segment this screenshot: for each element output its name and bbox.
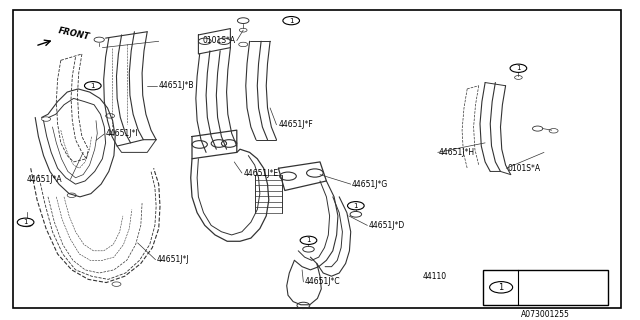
Text: 44651J*G: 44651J*G xyxy=(352,180,388,188)
Text: 1: 1 xyxy=(516,65,521,71)
Text: 44651J*A: 44651J*A xyxy=(27,175,63,184)
Text: 1: 1 xyxy=(353,203,358,209)
Circle shape xyxy=(283,17,300,25)
FancyBboxPatch shape xyxy=(483,270,608,305)
Text: 44651J*F: 44651J*F xyxy=(278,120,313,129)
Text: 0238S: 0238S xyxy=(541,277,579,287)
Text: 0101S*A: 0101S*A xyxy=(202,36,236,45)
Text: 44651J*D: 44651J*D xyxy=(369,221,405,230)
Text: 44651J*H: 44651J*H xyxy=(439,148,475,157)
Text: A073001255: A073001255 xyxy=(521,310,570,319)
Circle shape xyxy=(510,64,527,72)
Text: 1: 1 xyxy=(90,83,95,89)
Text: 1: 1 xyxy=(306,237,311,243)
Circle shape xyxy=(348,202,364,210)
Text: 1: 1 xyxy=(23,219,28,225)
Text: 44110: 44110 xyxy=(422,272,447,281)
Text: 44651J*C: 44651J*C xyxy=(305,277,340,286)
Circle shape xyxy=(84,82,101,90)
Circle shape xyxy=(300,236,317,244)
Text: 44651J*B: 44651J*B xyxy=(159,81,194,90)
Text: 1: 1 xyxy=(499,283,504,292)
Circle shape xyxy=(17,218,34,226)
Text: 44651J*E: 44651J*E xyxy=(243,169,278,178)
Text: 0101S*A: 0101S*A xyxy=(508,164,541,173)
Circle shape xyxy=(490,282,513,293)
Text: 44651J*I: 44651J*I xyxy=(106,130,138,139)
Text: 44651J*J: 44651J*J xyxy=(157,255,189,264)
Text: FRONT: FRONT xyxy=(58,26,91,42)
Text: 1: 1 xyxy=(289,18,294,24)
